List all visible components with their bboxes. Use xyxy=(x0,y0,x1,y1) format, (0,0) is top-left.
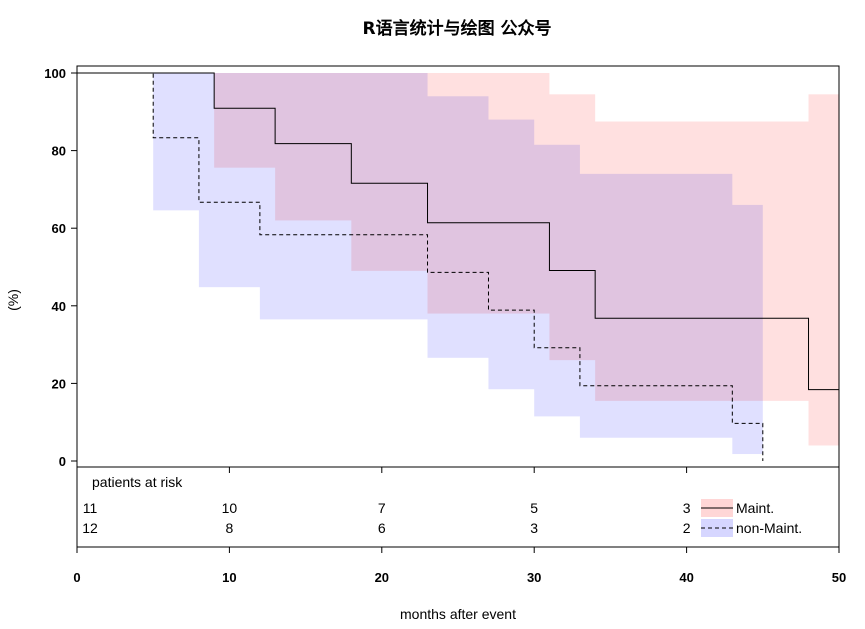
y-tick-label: 0 xyxy=(59,454,66,469)
risk-count: 5 xyxy=(530,500,538,516)
y-tick-label: 100 xyxy=(44,66,66,81)
risk-count: 10 xyxy=(222,500,238,516)
ci-band-non-maint xyxy=(153,73,763,455)
y-tick-label: 80 xyxy=(52,144,66,159)
legend-label-non-maint: non-Maint. xyxy=(736,520,802,536)
ci-segment xyxy=(259,73,428,320)
risk-table-title: patients at risk xyxy=(92,474,183,490)
ci-segment xyxy=(579,173,733,438)
plot-border xyxy=(76,65,840,468)
risk-table: patients at risk 11 10 7 5 3 12 8 6 3 2 xyxy=(76,467,840,548)
axes: 0 20 40 60 80 100 0 10 20 30 40 50 xyxy=(44,66,846,585)
ci-segment xyxy=(488,119,535,390)
ci-segment xyxy=(808,94,839,446)
risk-count: 7 xyxy=(378,500,386,516)
survival-line-non-maint xyxy=(77,72,764,461)
survival-line-maint xyxy=(77,72,839,391)
y-tick-label: 20 xyxy=(52,376,66,391)
x-axis-label: months after event xyxy=(400,606,516,622)
ci-segment xyxy=(198,73,260,288)
risk-count: 3 xyxy=(683,500,691,516)
x-tick-label: 50 xyxy=(832,570,846,585)
y-tick-label: 40 xyxy=(52,299,66,314)
x-tick-label: 20 xyxy=(375,570,389,585)
ci-segment xyxy=(153,73,199,211)
chart-title: R语言统计与绘图 公众号 xyxy=(362,18,551,39)
legend-label-maint: Maint. xyxy=(736,500,774,516)
x-tick-label: 40 xyxy=(679,570,693,585)
x-tick-label: 30 xyxy=(527,570,541,585)
risk-count: 3 xyxy=(530,520,538,536)
plot-frame xyxy=(76,65,840,468)
x-tick-label: 0 xyxy=(73,570,80,585)
x-tick-label: 10 xyxy=(222,570,236,585)
ci-segment xyxy=(732,204,763,455)
ci-segment xyxy=(427,96,489,358)
y-axis-label: (%) xyxy=(5,289,21,311)
risk-count: 12 xyxy=(82,520,98,536)
risk-count: 2 xyxy=(683,520,691,536)
y-tick-label: 60 xyxy=(52,221,66,236)
risk-count: 6 xyxy=(378,520,386,536)
survival-curves xyxy=(77,72,839,461)
legend: Maint. non-Maint. xyxy=(701,499,802,537)
ci-segment xyxy=(534,144,580,417)
risk-count: 8 xyxy=(226,520,234,536)
confidence-bands xyxy=(153,73,839,455)
risk-count: 11 xyxy=(83,500,98,516)
